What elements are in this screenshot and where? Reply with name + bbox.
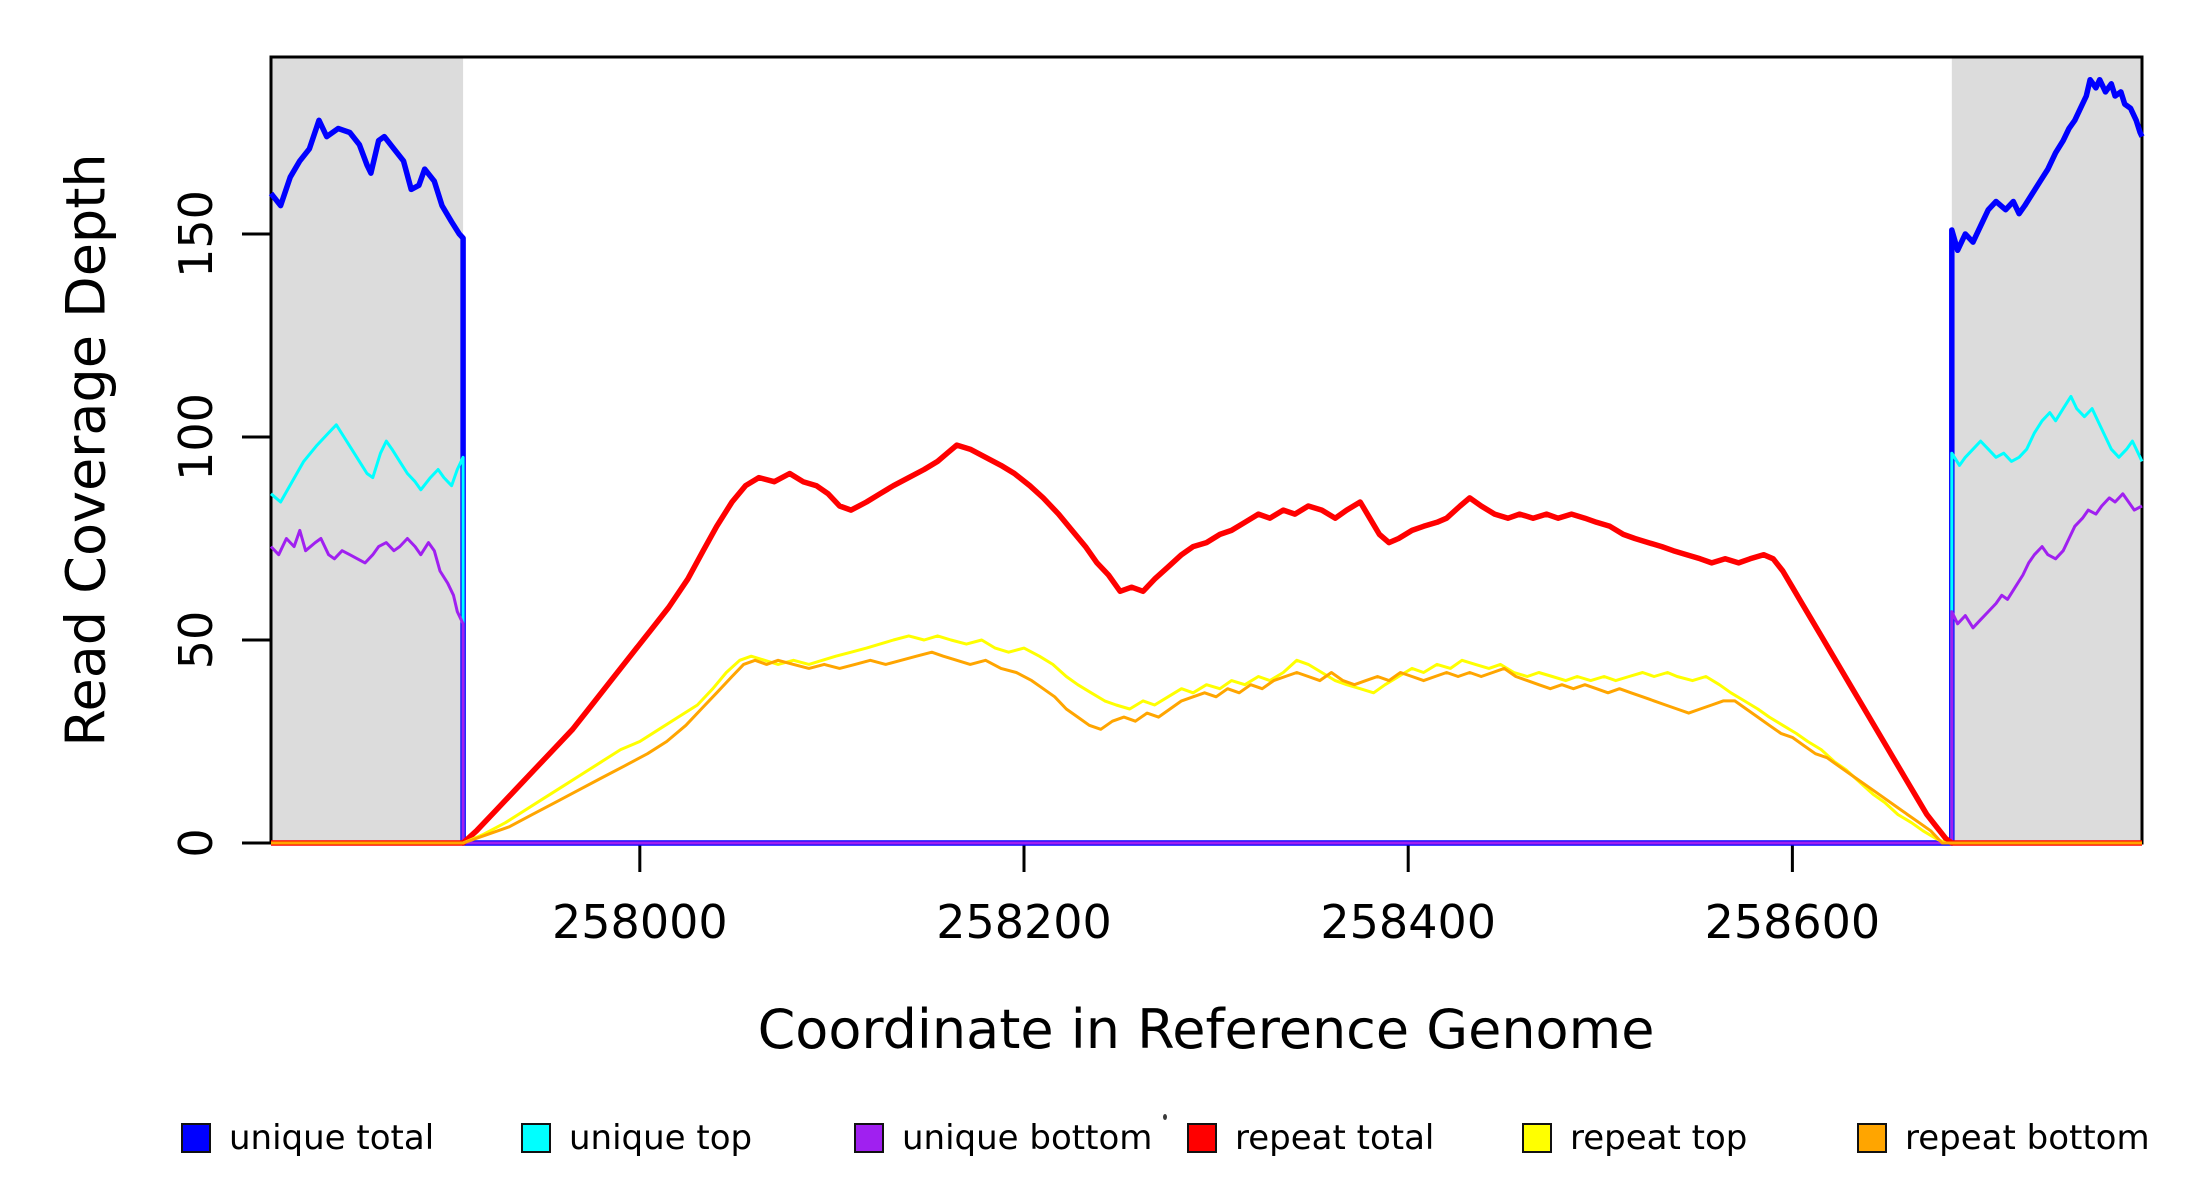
legend-label: repeat total	[1235, 1118, 1435, 1158]
x-tick-label: 258000	[552, 895, 728, 949]
legend-item-unique-total: unique total	[181, 1116, 434, 1160]
legend-swatch-icon	[1522, 1123, 1552, 1153]
legend-label: repeat bottom	[1905, 1118, 2150, 1158]
y-tick-label: 100	[169, 393, 223, 481]
legend-label: unique top	[569, 1118, 753, 1158]
y-axis-title: Read Coverage Depth	[54, 153, 118, 747]
legend-swatch-icon	[1857, 1123, 1887, 1153]
x-tick-label: 258600	[1705, 895, 1881, 949]
shaded-region	[271, 57, 464, 843]
legend-swatch-icon	[521, 1123, 551, 1153]
legend-swatch-icon	[1187, 1123, 1217, 1153]
legend-label: unique bottom	[902, 1118, 1153, 1158]
legend-label: unique total	[229, 1118, 435, 1158]
legend-item-unique-bottom: unique bottom	[854, 1116, 1152, 1160]
series-line-repeat-total	[271, 442, 2142, 846]
plot-border	[269, 55, 2144, 845]
series-line-unique-total	[268, 76, 2145, 846]
x-axis-title: Coordinate in Reference Genome	[757, 998, 1655, 1061]
series-line-unique-bottom	[269, 492, 2143, 845]
legend-item-repeat-bottom: repeat bottom	[1857, 1116, 2150, 1160]
y-tick-label: 150	[169, 190, 223, 278]
stray-mark	[1163, 1114, 1167, 1120]
series-line-repeat-bottom	[271, 650, 2142, 845]
y-tick-label: 50	[169, 611, 223, 670]
y-tick-label: 0	[169, 828, 223, 857]
series-line-repeat-top	[271, 634, 2142, 845]
legend-swatch-icon	[854, 1123, 884, 1153]
legend-swatch-icon	[181, 1123, 211, 1153]
legend-item-repeat-total: repeat total	[1187, 1116, 1434, 1160]
x-tick-label: 258400	[1320, 895, 1496, 949]
legend-label: repeat top	[1570, 1118, 1748, 1158]
legend-item-unique-top: unique top	[521, 1116, 752, 1160]
series-line-unique-top	[270, 394, 2144, 845]
legend-item-repeat-top: repeat top	[1522, 1116, 1747, 1160]
x-tick-label: 258200	[936, 895, 1112, 949]
